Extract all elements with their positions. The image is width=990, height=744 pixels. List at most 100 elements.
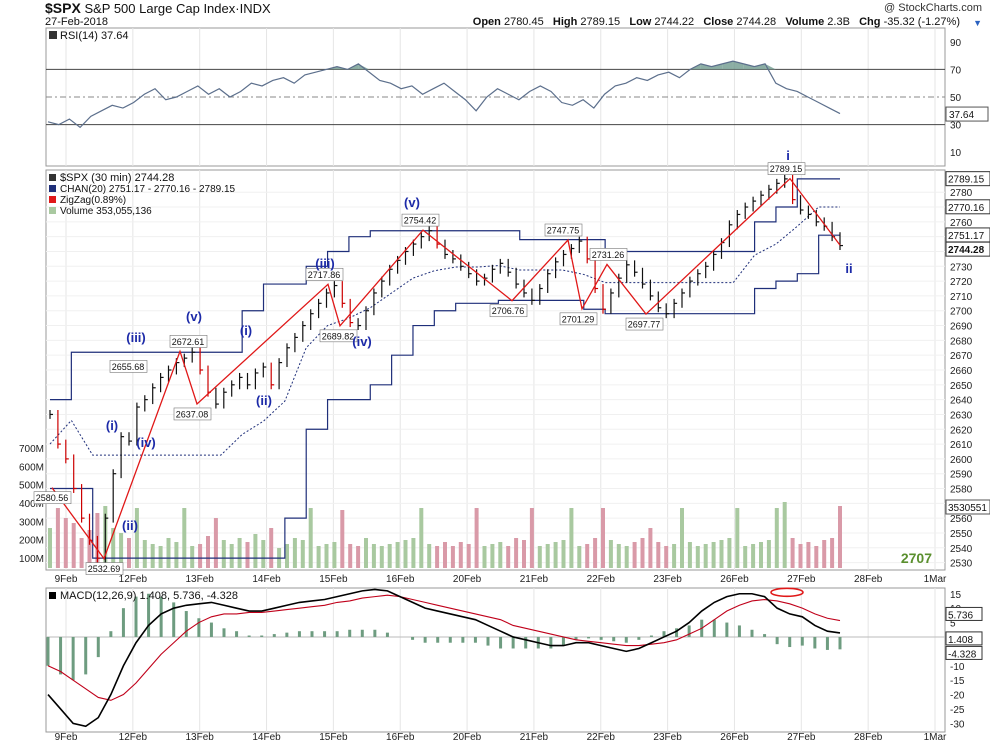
macd-histogram-bar xyxy=(197,618,201,637)
wave-label: (iv) xyxy=(136,435,156,450)
rsi-overbought-fill xyxy=(732,61,744,70)
macd-histogram-bar xyxy=(524,636,528,649)
volume-bar xyxy=(395,542,400,568)
volume-bar xyxy=(703,544,708,568)
x-tick-label: 9Feb xyxy=(55,732,78,743)
symbol-text: $SPX xyxy=(45,0,81,16)
wave-label: (iii) xyxy=(315,256,335,271)
x-tick-label: 28Feb xyxy=(854,732,883,743)
macd-histogram-bar xyxy=(612,636,616,642)
rsi-legend: RSI(14) 37.64 xyxy=(60,30,128,42)
macd-tick-label: -20 xyxy=(950,691,965,702)
volume-bar xyxy=(63,518,68,568)
volume-bar xyxy=(221,540,226,568)
chg-value: -35.32 (-1.27%) xyxy=(883,16,960,28)
volume-bar xyxy=(735,508,740,568)
macd-tick-label: -25 xyxy=(950,705,965,716)
x-tick-label: 13Feb xyxy=(186,574,215,585)
macd-histogram-bar xyxy=(800,636,804,646)
volume-bar xyxy=(213,518,218,568)
triangle-down-icon[interactable]: ▼ xyxy=(973,18,982,28)
volume-last-box xyxy=(945,499,990,515)
volume-bar xyxy=(324,544,329,568)
volume-bar xyxy=(759,542,763,568)
ohlc-readout: Open 2780.45 High 2789.15 Low 2744.22 Cl… xyxy=(473,16,960,28)
volume-bar xyxy=(48,528,52,568)
price-value-box xyxy=(945,171,990,187)
macd-histogram-bar xyxy=(675,628,679,637)
volume-bar xyxy=(624,546,629,568)
volume-bar xyxy=(838,506,842,568)
x-tick-label: 22Feb xyxy=(587,732,616,743)
macd-histogram-bar xyxy=(96,636,100,658)
volume-bar xyxy=(529,508,534,568)
volume-bar xyxy=(664,546,669,568)
volume-bar xyxy=(680,508,684,568)
price-label-box xyxy=(559,312,598,326)
volume-bar xyxy=(308,508,313,568)
volume-bar xyxy=(474,508,479,568)
price-tick-label: 2590 xyxy=(950,470,973,481)
macd-peak-highlight xyxy=(770,587,804,598)
volume-bar xyxy=(134,508,139,568)
rsi-last-value: 37.64 xyxy=(949,110,974,121)
volume-bar xyxy=(687,542,692,568)
x-tick-label: 12Feb xyxy=(119,574,148,585)
price-label-box xyxy=(109,360,148,373)
macd-line xyxy=(47,588,841,728)
x-tick-label: 15Feb xyxy=(319,574,348,585)
macd-histogram-bar xyxy=(260,635,264,637)
macd-histogram-bar xyxy=(46,636,50,666)
macd-tick-label: 15 xyxy=(950,590,962,601)
index-name: S&P 500 Large Cap Index xyxy=(84,1,236,16)
price-legend-text: ZigZag(0.89%) xyxy=(60,195,126,206)
low-value: 2744.22 xyxy=(654,16,695,28)
volume-bar xyxy=(608,540,613,568)
macd-histogram-bar xyxy=(373,629,377,637)
price-tick-label: 2630 xyxy=(950,410,973,421)
low-label: Low xyxy=(629,16,652,28)
volume-bar xyxy=(285,544,289,568)
price-label: 2701.29 xyxy=(562,314,595,324)
price-legend-text: Volume 353,055,136 xyxy=(60,206,152,217)
macd-value-box xyxy=(945,631,983,646)
volume-bar xyxy=(237,538,242,568)
price-label: 2706.76 xyxy=(492,306,525,316)
close-label: Close xyxy=(703,16,734,28)
macd-histogram-bar xyxy=(285,632,289,637)
volume-bar xyxy=(419,508,424,568)
x-tick-label: 20Feb xyxy=(453,574,482,585)
price-legend-swatch xyxy=(49,185,56,192)
price-tick-label: 2720 xyxy=(950,277,973,288)
volume-bar xyxy=(585,544,590,568)
price-label: 2697.77 xyxy=(628,320,661,330)
volume-bar xyxy=(601,508,605,568)
price-tick-label: 2560 xyxy=(950,514,973,525)
price-tick-label: 2670 xyxy=(950,351,973,362)
volume-bar xyxy=(411,538,416,568)
rsi-tick-label: 70 xyxy=(950,65,962,76)
macd-tick-label: -30 xyxy=(950,719,965,730)
price-label: 2580.56 xyxy=(36,493,69,503)
exchange-text: INDX xyxy=(239,1,271,16)
macd-value-box xyxy=(945,645,983,660)
rsi-legend-swatch xyxy=(49,31,57,39)
price-label: 2637.08 xyxy=(176,409,209,419)
volume-bar xyxy=(648,528,653,568)
macd-histogram-bar xyxy=(222,628,226,637)
macd-histogram-bar xyxy=(662,631,666,637)
price-label-box xyxy=(544,223,583,237)
open-value: 2780.45 xyxy=(503,16,544,28)
macd-legend-swatch xyxy=(49,592,56,599)
volume-bar xyxy=(695,546,700,568)
volume-bar xyxy=(166,538,171,568)
price-label-box xyxy=(767,162,806,175)
volume-bar xyxy=(814,546,819,568)
volume-bar xyxy=(190,546,195,568)
rsi-last-box xyxy=(945,106,989,122)
x-tick-label: 23Feb xyxy=(653,732,682,743)
price-tick-label: 2690 xyxy=(950,322,973,333)
volume-label: Volume xyxy=(785,16,825,28)
macd-histogram-bar xyxy=(272,634,276,637)
rsi-overbought-fill xyxy=(358,63,370,70)
